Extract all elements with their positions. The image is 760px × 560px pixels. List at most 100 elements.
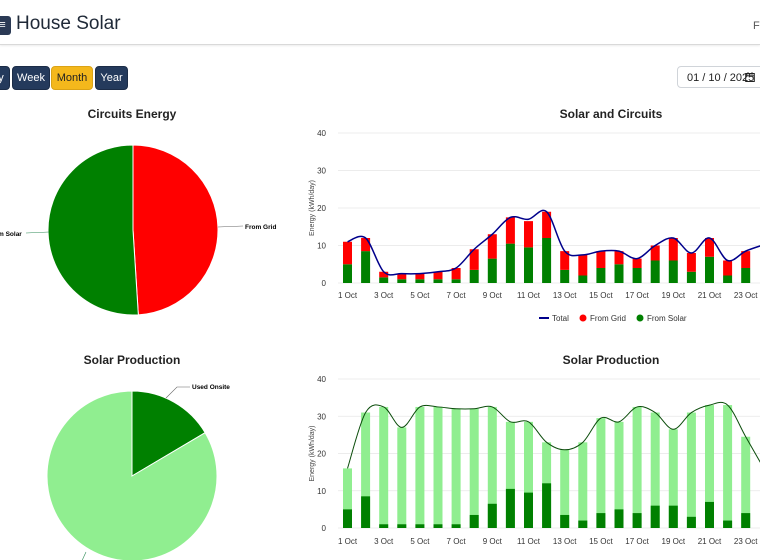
- legend-grid-swatch: [579, 314, 587, 322]
- bar-solar-total: [361, 412, 371, 528]
- x-tick-label: 19 Oct: [662, 537, 686, 546]
- pie-label-line: [165, 386, 190, 399]
- bar-from-solar: [596, 268, 606, 283]
- legend-solar-label: From Solar: [647, 314, 687, 323]
- pie-slice: [46, 390, 218, 560]
- bar-from-solar: [451, 279, 461, 283]
- x-tick-label: 5 Oct: [410, 291, 430, 300]
- bar-from-solar: [614, 264, 624, 283]
- y-tick-label: 20: [317, 204, 326, 213]
- legend-grid-label: From Grid: [590, 314, 626, 323]
- year-button[interactable]: Year: [95, 66, 128, 90]
- total-line: [347, 209, 760, 276]
- x-tick-label: 17 Oct: [625, 291, 649, 300]
- bar-from-solar: [487, 258, 497, 283]
- bar-from-solar: [505, 243, 515, 283]
- bar-used-onsite: [433, 524, 443, 528]
- bar-used-onsite: [578, 520, 588, 528]
- x-tick-label: 9 Oct: [483, 537, 503, 546]
- calendar-icon[interactable]: [745, 72, 755, 82]
- date-input[interactable]: 01 / 10 / 2025: [677, 66, 760, 88]
- bar-used-onsite: [741, 513, 751, 528]
- y-tick-label: 0: [322, 524, 327, 533]
- bar-used-onsite: [668, 505, 678, 528]
- pie-label: m Solar: [0, 231, 22, 238]
- x-tick-label: 15 Oct: [589, 537, 613, 546]
- bar-used-onsite: [505, 488, 515, 528]
- navbar-right-text[interactable]: F: [753, 20, 760, 32]
- menu-icon[interactable]: ≡: [0, 16, 11, 35]
- x-tick-label: 11 Oct: [517, 291, 541, 300]
- bar-from-solar: [343, 264, 352, 283]
- bar-from-solar: [433, 279, 443, 283]
- bar-from-grid: [379, 271, 389, 278]
- bar-from-solar: [632, 268, 642, 283]
- bar-from-grid: [524, 221, 533, 248]
- y-tick-label: 30: [317, 412, 326, 421]
- solar-production-bar-title: Solar Production: [562, 353, 660, 367]
- y-tick-label: 10: [317, 242, 326, 251]
- bar-solar-total: [705, 405, 714, 528]
- x-tick-label: 3 Oct: [374, 291, 394, 300]
- month-button[interactable]: Month: [51, 66, 93, 90]
- week-button[interactable]: Week: [12, 66, 50, 90]
- day-button[interactable]: y: [0, 66, 10, 90]
- bar-used-onsite: [487, 503, 497, 528]
- y-tick-label: 30: [317, 167, 326, 176]
- y-tick-label: 40: [317, 375, 326, 384]
- bar-from-solar: [379, 277, 389, 283]
- bar-from-solar: [397, 279, 407, 283]
- x-tick-label: 21 Oct: [698, 291, 722, 300]
- bar-used-onsite: [542, 483, 552, 528]
- bar-solar-total: [379, 406, 389, 528]
- bar-used-onsite: [632, 513, 642, 528]
- bar-used-onsite: [596, 513, 606, 528]
- x-tick-label: 7 Oct: [447, 291, 467, 300]
- y-axis-title: Energy (kWh/day): [309, 180, 316, 236]
- x-tick-label: 23 Oct: [734, 291, 758, 300]
- bar-from-solar: [741, 268, 751, 283]
- bar-solar-total: [560, 449, 570, 528]
- bar-from-solar: [415, 279, 425, 283]
- bar-solar-total: [650, 412, 660, 528]
- bar-from-grid: [632, 258, 642, 268]
- bar-used-onsite: [686, 516, 696, 528]
- bar-solar-total: [469, 408, 479, 528]
- x-tick-label: 1 Oct: [338, 537, 358, 546]
- bar-used-onsite: [451, 524, 461, 528]
- bar-from-solar: [361, 251, 371, 283]
- y-tick-label: 10: [317, 487, 326, 496]
- bar-from-solar: [524, 247, 533, 283]
- bar-used-onsite: [705, 501, 714, 528]
- solar-production-pie-title: Solar Production: [83, 353, 181, 367]
- x-tick-label: 5 Oct: [410, 537, 430, 546]
- x-tick-label: 15 Oct: [589, 291, 613, 300]
- bar-used-onsite: [379, 524, 389, 528]
- bar-from-solar: [578, 275, 588, 283]
- x-tick-label: 23 Oct: [734, 537, 758, 546]
- bar-solar-total: [668, 429, 678, 528]
- bar-from-grid: [415, 273, 425, 280]
- bar-from-grid: [578, 254, 588, 276]
- bar-solar-total: [343, 468, 352, 528]
- bar-used-onsite: [469, 514, 479, 528]
- bar-from-grid: [650, 245, 660, 261]
- bar-from-grid: [361, 238, 371, 252]
- bar-solar-total: [723, 405, 733, 528]
- pie-label-line: [81, 551, 87, 560]
- pie-slice: [132, 144, 219, 316]
- x-tick-label: 11 Oct: [517, 537, 541, 546]
- bar-from-grid: [451, 268, 461, 280]
- bar-solar-total: [397, 427, 407, 528]
- bar-from-solar: [650, 260, 660, 283]
- bar-solar-total: [487, 406, 497, 528]
- bar-used-onsite: [397, 524, 407, 528]
- bar-solar-total: [741, 436, 751, 528]
- bar-from-grid: [686, 253, 696, 272]
- bar-used-onsite: [560, 514, 570, 528]
- bar-from-grid: [505, 217, 515, 244]
- x-tick-label: 17 Oct: [625, 537, 649, 546]
- bar-solar-total: [614, 421, 624, 528]
- bar-used-onsite: [343, 509, 352, 528]
